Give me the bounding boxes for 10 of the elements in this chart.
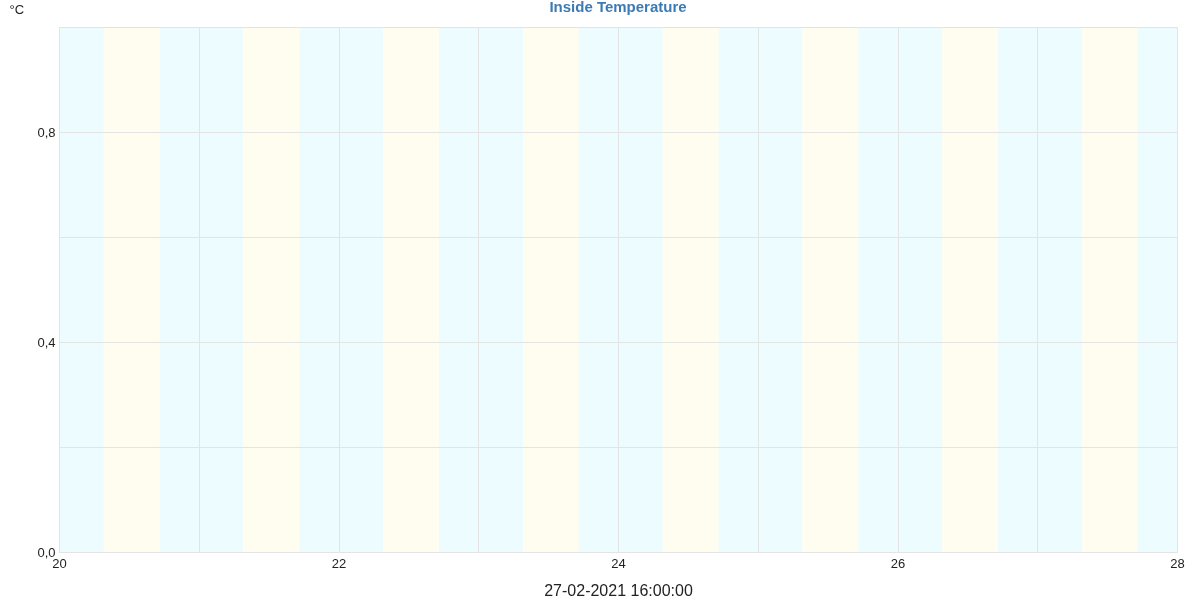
x-tick-label: 28 — [1170, 555, 1185, 571]
chart-title: Inside Temperature — [549, 0, 687, 15]
y-tick-label: 0,8 — [37, 124, 56, 140]
y-tick-label: 0,0 — [37, 544, 56, 560]
y-axis-title: °C — [9, 1, 25, 17]
x-tick-label: 24 — [611, 555, 626, 571]
x-tick-label: 22 — [331, 555, 347, 571]
x-tick-label: 26 — [890, 555, 906, 571]
y-tick-label: 0,4 — [37, 334, 56, 350]
x-axis-title: 27-02-2021 16:00:00 — [544, 581, 693, 599]
